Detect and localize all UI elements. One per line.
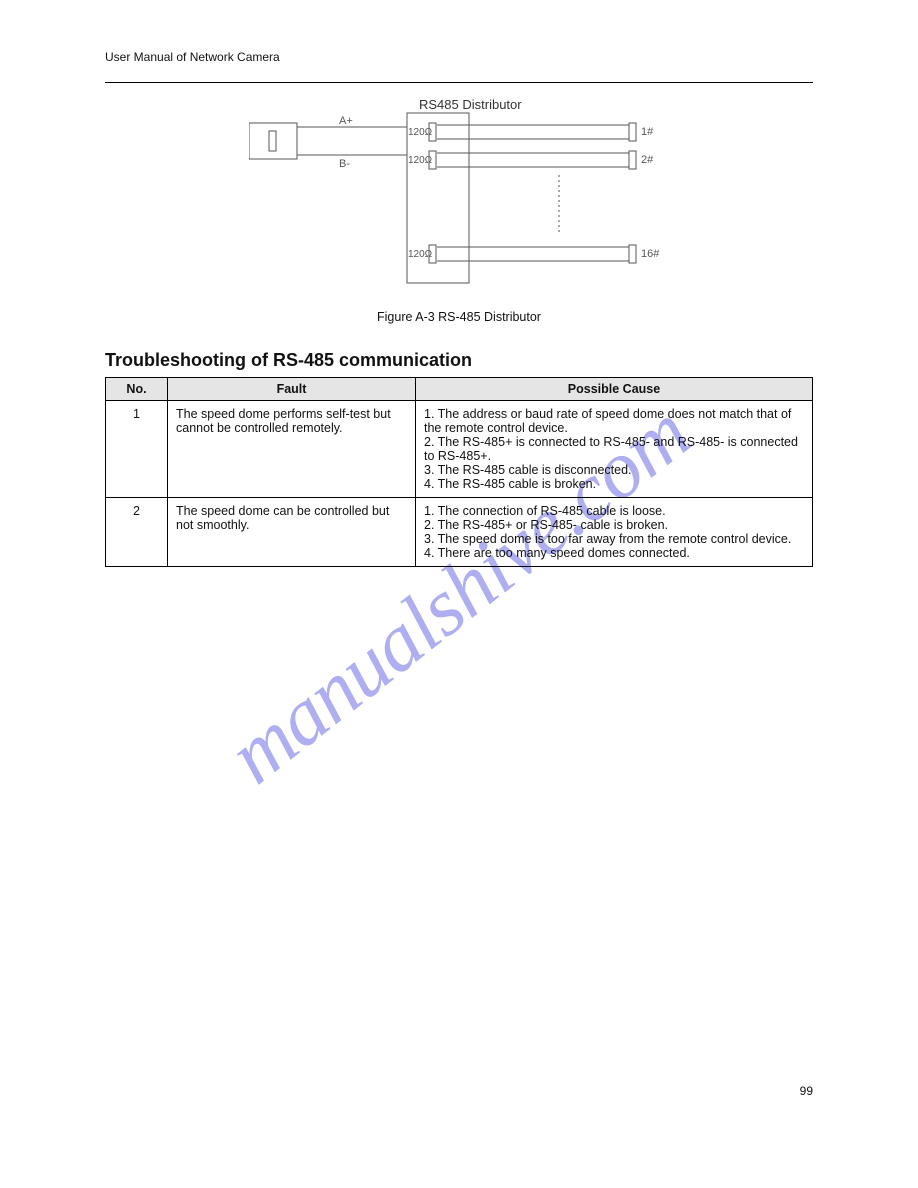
rs485-diagram: RS485 Distributor A+ B- 120Ω 1# <box>249 95 669 300</box>
res-1: 120Ω <box>408 127 433 138</box>
res-2: 120Ω <box>408 155 433 166</box>
cell-cause: 1. The address or baud rate of speed dom… <box>416 401 813 498</box>
label-b-minus: B- <box>339 158 350 170</box>
table-row: 2 The speed dome can be controlled but n… <box>106 498 813 567</box>
res-3: 120Ω <box>408 249 433 260</box>
col-cause: Possible Cause <box>416 378 813 401</box>
label-a-plus: A+ <box>339 115 353 127</box>
dev-2: 2# <box>641 154 654 166</box>
diagram-title-text: RS485 Distributor <box>419 97 522 112</box>
faq-table: No. Fault Possible Cause 1 The speed dom… <box>105 377 813 567</box>
cell-no: 2 <box>106 498 168 567</box>
figure-caption: Figure A-3 RS-485 Distributor <box>105 310 813 324</box>
dev-16: 16# <box>641 248 660 260</box>
page-number: 99 <box>800 1084 813 1098</box>
col-no: No. <box>106 378 168 401</box>
page-header: User Manual of Network Camera <box>105 50 813 64</box>
dev-1: 1# <box>641 126 654 138</box>
col-fault: Fault <box>168 378 416 401</box>
table-row: 1 The speed dome performs self-test but … <box>106 401 813 498</box>
cell-no: 1 <box>106 401 168 498</box>
header-rule <box>105 82 813 83</box>
cell-cause: 1. The connection of RS-485 cable is loo… <box>416 498 813 567</box>
cell-fault: The speed dome performs self-test but ca… <box>168 401 416 498</box>
cell-fault: The speed dome can be controlled but not… <box>168 498 416 567</box>
header-left: User Manual of Network Camera <box>105 50 280 64</box>
section-title: Troubleshooting of RS-485 communication <box>105 350 813 371</box>
page-content: User Manual of Network Camera RS485 Dist… <box>0 0 918 567</box>
